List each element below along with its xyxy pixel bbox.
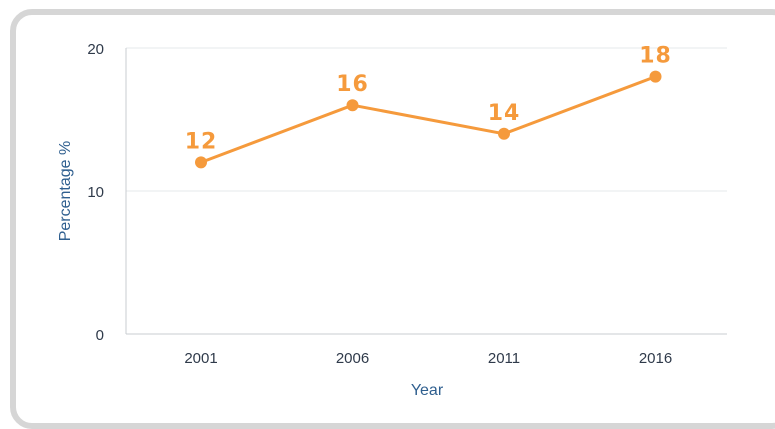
x-tick-label: 2011 [488,350,520,367]
y-tick-label: 0 [96,327,104,344]
y-tick-label: 20 [87,41,104,58]
data-point [346,99,359,112]
series-line [200,75,657,164]
data-label: 14 [488,101,521,126]
x-tick-labels: 2001 2006 2011 2016 [184,350,672,367]
y-axis-title: Percentage % [57,141,74,242]
x-tick-label: 2001 [184,350,217,367]
data-point [498,127,510,140]
data-point [195,156,207,169]
line-chart: 0 10 20 2001 2006 2011 2016 12 16 14 18 Year Per… [57,41,727,399]
data-point [649,70,662,83]
data-label: 12 [185,129,218,154]
y-tick-label: 10 [87,184,104,201]
series-group [195,70,662,169]
gridlines [126,47,727,192]
y-tick-labels: 0 10 20 [87,41,104,344]
data-labels: 12 16 14 18 [185,44,672,155]
x-tick-label: 2006 [336,350,369,367]
data-label: 18 [639,44,672,69]
x-axis-title: Year [411,382,444,399]
data-label: 16 [336,72,369,97]
axes [125,48,727,335]
x-tick-label: 2016 [639,350,672,367]
